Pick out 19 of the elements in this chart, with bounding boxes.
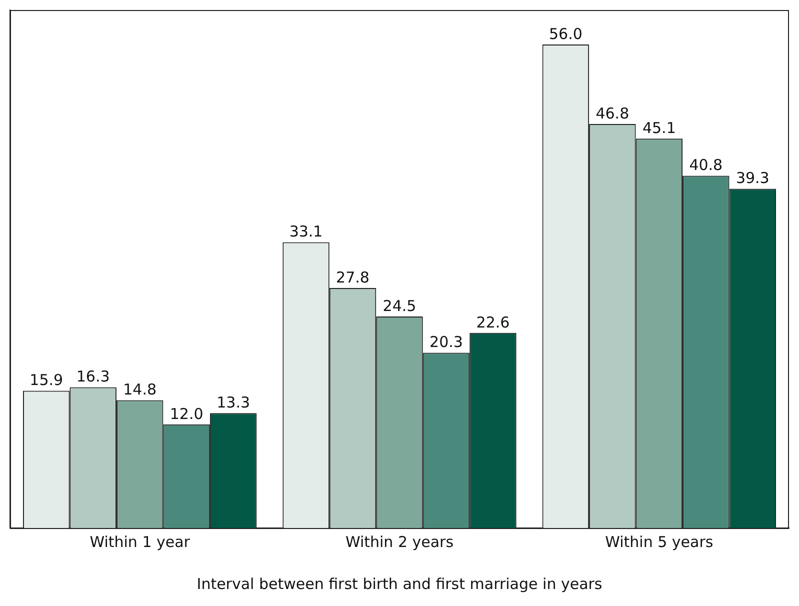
data-label: 45.1 bbox=[642, 119, 676, 138]
data-label: 13.3 bbox=[216, 394, 250, 412]
data-label: 15.9 bbox=[30, 371, 64, 390]
data-label: 27.8 bbox=[336, 268, 370, 286]
data-label: 12.0 bbox=[170, 404, 204, 423]
data-label: 22.6 bbox=[476, 313, 510, 332]
x-tick-label: Within 5 years bbox=[605, 532, 714, 551]
data-label: 39.3 bbox=[736, 169, 770, 188]
x-tick-label: Within 1 year bbox=[90, 532, 191, 551]
data-label: 56.0 bbox=[548, 24, 582, 43]
data-label: 40.8 bbox=[689, 156, 723, 174]
x-axis-title: Interval between first birth and first marriage in years bbox=[196, 574, 602, 593]
data-label: 14.8 bbox=[123, 380, 157, 399]
data-label: 24.5 bbox=[382, 296, 416, 315]
data-label: 33.1 bbox=[289, 222, 323, 241]
data-label: 46.8 bbox=[596, 104, 630, 122]
data-label: 16.3 bbox=[76, 368, 110, 386]
x-tick-label: Within 2 years bbox=[345, 532, 454, 551]
data-label: 20.3 bbox=[430, 333, 463, 352]
